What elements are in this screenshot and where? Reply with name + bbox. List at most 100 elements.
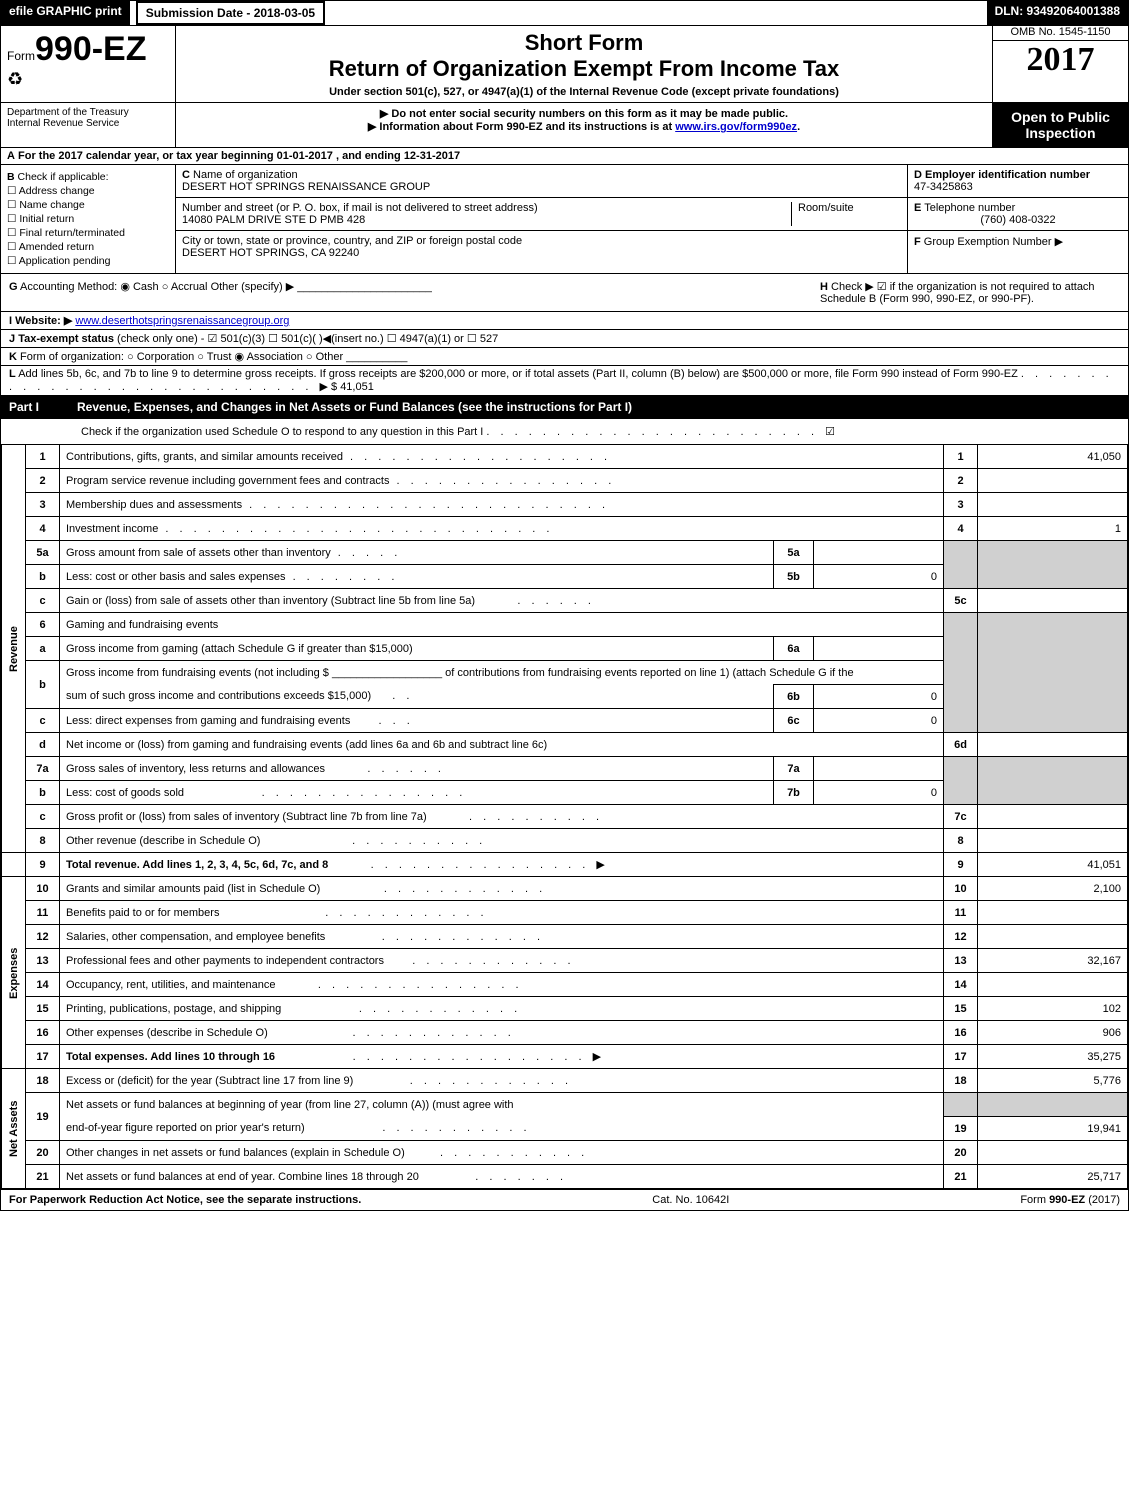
line-18-num: 18 [26,1069,60,1093]
page-footer: For Paperwork Reduction Act Notice, see … [1,1189,1128,1210]
line-8: 8 Other revenue (describe in Schedule O)… [2,829,1128,853]
info-link[interactable]: www.irs.gov/form990ez [675,121,797,133]
line-5b-num: b [26,565,60,589]
arrow-icon: ▶ [593,1051,601,1063]
radio-corporation[interactable]: Corporation [127,351,194,363]
line-18-desc: Excess or (deficit) for the year (Subtra… [66,1075,353,1087]
dots-icon: . . . . . . . . . . . . . . . . . . . . … [486,426,825,438]
check-schedule-b[interactable] [877,281,890,293]
line-9: 9 Total revenue. Add lines 1, 2, 3, 4, 5… [2,853,1128,877]
line-21-desc: Net assets or fund balances at end of ye… [66,1171,419,1183]
efile-print-badge: efile GRAPHIC print [1,1,130,25]
line-5a: 5a Gross amount from sale of assets othe… [2,541,1128,565]
line-1-num: 1 [26,445,60,469]
line-7c: c Gross profit or (loss) from sales of i… [2,805,1128,829]
dept-treasury: Department of the Treasury [7,107,169,118]
website-link[interactable]: www.deserthotspringsrenaissancegroup.org [75,315,289,327]
part-1-heading: Revenue, Expenses, and Changes in Net As… [77,400,632,414]
form-org-label: Form of organization: [20,351,124,363]
check-final-return[interactable]: Final return/terminated [7,227,169,239]
check-501c[interactable]: 501(c)( )◀(insert no.) [268,333,384,345]
section-g-label: G [9,281,18,293]
short-form-title: Short Form [182,30,986,56]
line-1-desc: Contributions, gifts, grants, and simila… [66,451,343,463]
line-9-val: 41,051 [978,853,1128,877]
line-5a-num: 5a [26,541,60,565]
hints-cell: Do not enter social security numbers on … [176,103,993,147]
addr2: DESERT HOT SPRINGS, CA 92240 [182,247,901,259]
omb-number: OMB No. 1545-1150 [993,26,1128,41]
line-16-num: 16 [26,1021,60,1045]
check-schedule-o[interactable] [825,426,835,438]
line-6a-desc: Gross income from gaming (attach Schedul… [66,643,413,655]
line-15-num: 15 [26,997,60,1021]
line-16-val: 906 [978,1021,1128,1045]
section-i: I Website: ▶ www.deserthotspringsrenaiss… [1,311,1128,329]
section-c: C Name of organization DESERT HOT SPRING… [176,165,908,273]
shade-5-val [978,541,1128,589]
line-19-desc2: end-of-year figure reported on prior yea… [66,1122,305,1134]
line-7c-val [978,805,1128,829]
line-18-ln: 18 [944,1069,978,1093]
line-12: 12 Salaries, other compensation, and emp… [2,925,1128,949]
check-amended-return[interactable]: Amended return [7,241,169,253]
line-11-ln: 11 [944,901,978,925]
line-6b-desc2: of contributions from fundraising events… [445,667,853,679]
check-address-change[interactable]: Address change [7,185,169,197]
line-17-ln: 17 [944,1045,978,1069]
check-527[interactable]: 527 [467,333,498,345]
radio-cash[interactable]: Cash [120,281,158,293]
section-k-label: K [9,351,17,363]
radio-trust[interactable]: Trust [197,351,231,363]
revenue-side-label: Revenue [2,445,26,853]
radio-accrual[interactable]: Accrual [162,281,208,293]
dept-cell: Department of the Treasury Internal Reve… [1,103,176,147]
section-f-label: F [914,236,921,248]
line-13-val: 32,167 [978,949,1128,973]
part-1-checkline: Check if the organization used Schedule … [1,418,1128,444]
part-1-header: Part I Revenue, Expenses, and Changes in… [1,395,1128,418]
radio-association[interactable]: Association [235,351,303,363]
group-exemption-label: Group Exemption Number [924,236,1052,248]
tax-year-end: 12-31-2017 [404,150,460,162]
form-prefix: Form [7,49,35,63]
phone-label: Telephone number [924,202,1015,214]
radio-other[interactable]: Other [306,351,343,363]
check-4947a1[interactable]: 4947(a)(1) or [387,333,464,345]
line-12-num: 12 [26,925,60,949]
line-4-num: 4 [26,517,60,541]
line-16-ln: 16 [944,1021,978,1045]
shade-6 [944,613,978,733]
expenses-side-label: Expenses [2,877,26,1069]
line-16-desc: Other expenses (describe in Schedule O) [66,1027,268,1039]
line-6c-minival: 0 [813,709,943,733]
check-initial-return[interactable]: Initial return [7,213,169,225]
line-10: Expenses 10 Grants and similar amounts p… [2,877,1128,901]
line-21: 21 Net assets or fund balances at end of… [2,1165,1128,1189]
inspection-cell: Open to Public Inspection [993,103,1128,147]
section-l-label: L [9,368,16,380]
tax-year: 2017 [993,41,1128,79]
line-14-desc: Occupancy, rent, utilities, and maintena… [66,979,276,991]
accounting-other: Other (specify) ▶ [211,281,295,293]
line-11-num: 11 [26,901,60,925]
open-to-public-badge: Open to Public Inspection [993,103,1128,147]
line-10-val: 2,100 [978,877,1128,901]
check-name-change[interactable]: Name change [7,199,169,211]
section-i-label: I [9,315,12,327]
line-13: 13 Professional fees and other payments … [2,949,1128,973]
line-2-desc: Program service revenue including govern… [66,475,389,487]
revenue-side-end [2,853,26,877]
line-5c-val [978,589,1128,613]
line-13-num: 13 [26,949,60,973]
check-501c3[interactable]: 501(c)(3) [208,333,266,345]
line-3: 3 Membership dues and assessments . . . … [2,493,1128,517]
line-1: Revenue 1 Contributions, gifts, grants, … [2,445,1128,469]
header-row-2: Department of the Treasury Internal Reve… [1,102,1128,147]
form-number: 990-EZ [35,30,147,68]
form-number-cell: Form990-EZ ♻ [1,26,176,102]
check-application-pending[interactable]: Application pending [7,255,169,267]
accounting-method-label: Accounting Method: [20,281,117,293]
line-14-num: 14 [26,973,60,997]
section-e-label: E [914,202,921,214]
